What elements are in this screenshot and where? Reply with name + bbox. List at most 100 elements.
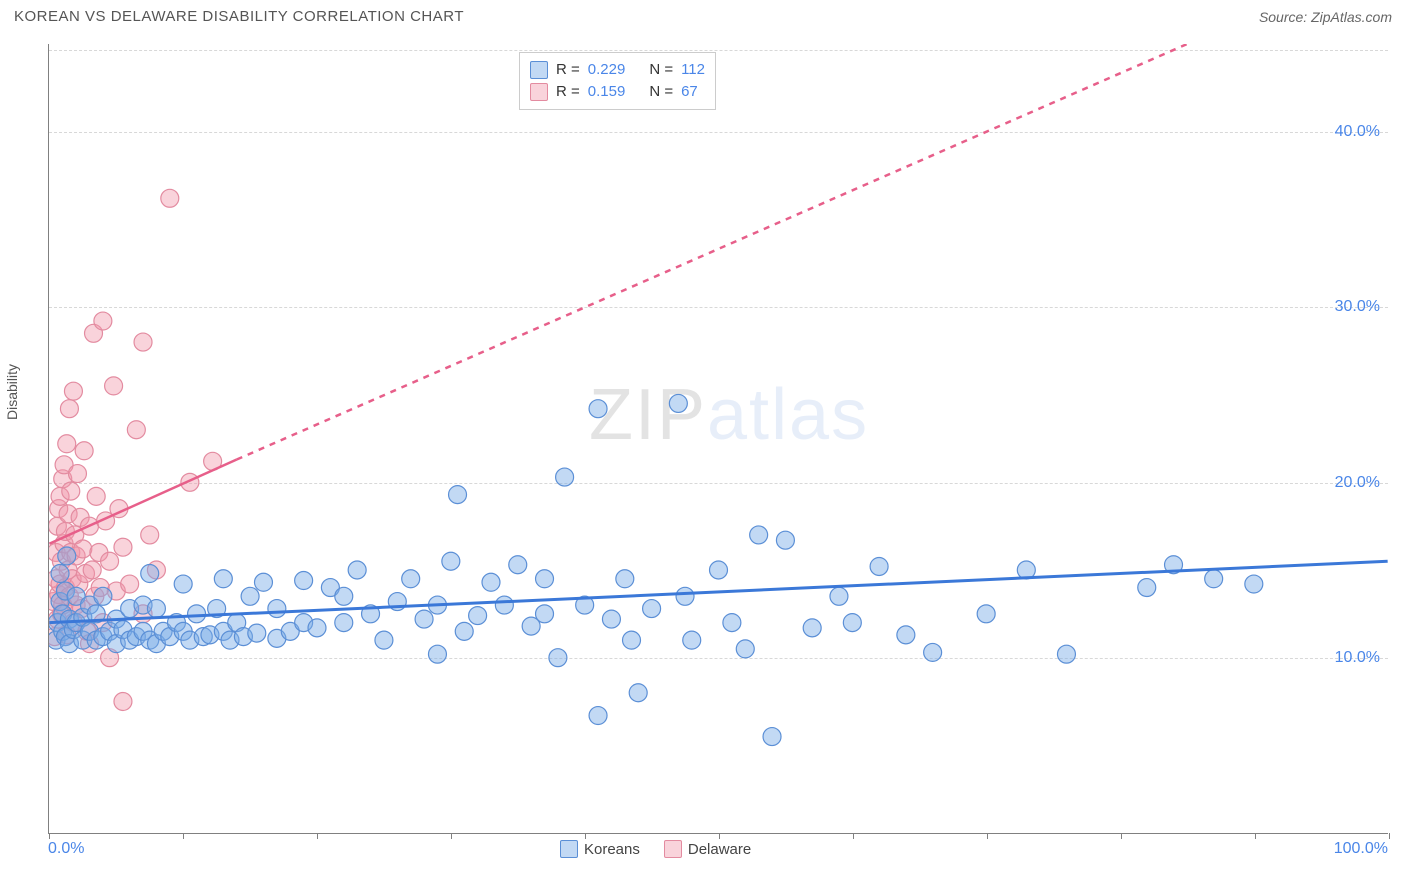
data-point: [335, 587, 353, 605]
data-point: [977, 605, 995, 623]
chart-svg: [49, 44, 1388, 833]
legend-swatch-blue-icon: [560, 840, 578, 858]
data-point: [114, 693, 132, 711]
x-tick: [1389, 833, 1390, 839]
chart-header: KOREAN VS DELAWARE DISABILITY CORRELATIO…: [0, 0, 1406, 29]
x-max-label: 100.0%: [1334, 840, 1388, 858]
data-point: [482, 573, 500, 591]
data-point: [161, 189, 179, 207]
data-point: [141, 526, 159, 544]
data-point: [623, 631, 641, 649]
data-point: [449, 486, 467, 504]
data-point: [134, 333, 152, 351]
data-point: [147, 600, 165, 618]
data-point: [248, 624, 266, 642]
stat-n-label: N =: [649, 59, 673, 81]
data-point: [455, 622, 473, 640]
stat-r-label2: R =: [556, 81, 580, 103]
stats-legend: R = 0.229 N = 112 R = 0.159 N = 67: [519, 52, 716, 110]
x-tick: [317, 833, 318, 839]
data-point: [74, 540, 92, 558]
swatch-blue-icon: [530, 61, 548, 79]
legend-item-pink: Delaware: [664, 840, 751, 858]
data-point: [295, 572, 313, 590]
x-tick: [1121, 833, 1122, 839]
x-tick: [183, 833, 184, 839]
data-point: [428, 645, 446, 663]
data-point: [750, 526, 768, 544]
data-point: [94, 312, 112, 330]
data-point: [105, 377, 123, 395]
data-point: [1205, 570, 1223, 588]
data-point: [763, 728, 781, 746]
data-point: [536, 605, 554, 623]
stat-r-pink: 0.159: [588, 81, 626, 103]
chart-source: Source: ZipAtlas.com: [1259, 9, 1392, 25]
data-point: [60, 400, 78, 418]
data-point: [616, 570, 634, 588]
data-point: [870, 558, 888, 576]
data-point: [75, 442, 93, 460]
data-point: [141, 565, 159, 583]
data-point: [188, 605, 206, 623]
data-point: [643, 600, 661, 618]
data-point: [1138, 579, 1156, 597]
data-point: [803, 619, 821, 637]
legend-swatch-pink-icon: [664, 840, 682, 858]
data-point: [58, 547, 76, 565]
stats-row-pink: R = 0.159 N = 67: [530, 81, 705, 103]
data-point: [602, 610, 620, 628]
stat-n-pink: 67: [681, 81, 698, 103]
data-point: [127, 421, 145, 439]
x-tick: [719, 833, 720, 839]
data-point: [241, 587, 259, 605]
stat-r-blue: 0.229: [588, 59, 626, 81]
data-point: [64, 382, 82, 400]
data-point: [254, 573, 272, 591]
data-point: [442, 552, 460, 570]
data-point: [1245, 575, 1263, 593]
data-point: [509, 556, 527, 574]
data-point: [1057, 645, 1075, 663]
data-point: [710, 561, 728, 579]
x-tick: [585, 833, 586, 839]
data-point: [556, 468, 574, 486]
y-axis-title: Disability: [4, 364, 20, 420]
data-point: [87, 487, 105, 505]
data-point: [214, 570, 232, 588]
legend-label-pink: Delaware: [688, 841, 751, 858]
data-point: [495, 596, 513, 614]
data-point: [924, 643, 942, 661]
swatch-pink-icon: [530, 83, 548, 101]
data-point: [94, 587, 112, 605]
data-point: [683, 631, 701, 649]
data-point: [589, 707, 607, 725]
plot-area: ZIPatlas R = 0.229 N = 112 R = 0.159 N =…: [48, 44, 1388, 834]
data-point: [676, 587, 694, 605]
data-point: [62, 482, 80, 500]
data-point: [897, 626, 915, 644]
data-point: [268, 600, 286, 618]
stats-row-blue: R = 0.229 N = 112: [530, 59, 705, 81]
data-point: [58, 435, 76, 453]
data-point: [776, 531, 794, 549]
data-point: [843, 614, 861, 632]
x-tick: [451, 833, 452, 839]
data-point: [114, 538, 132, 556]
x-tick: [1255, 833, 1256, 839]
chart-title: KOREAN VS DELAWARE DISABILITY CORRELATIO…: [14, 8, 464, 25]
data-point: [669, 394, 687, 412]
data-point: [174, 575, 192, 593]
legend-label-blue: Koreans: [584, 841, 640, 858]
data-point: [101, 552, 119, 570]
data-point: [736, 640, 754, 658]
x-tick: [853, 833, 854, 839]
data-point: [308, 619, 326, 637]
stat-n-blue: 112: [681, 59, 705, 81]
data-point: [68, 465, 86, 483]
data-point: [375, 631, 393, 649]
x-min-label: 0.0%: [48, 840, 84, 858]
stat-r-label: R =: [556, 59, 580, 81]
data-point: [415, 610, 433, 628]
data-point: [121, 575, 139, 593]
